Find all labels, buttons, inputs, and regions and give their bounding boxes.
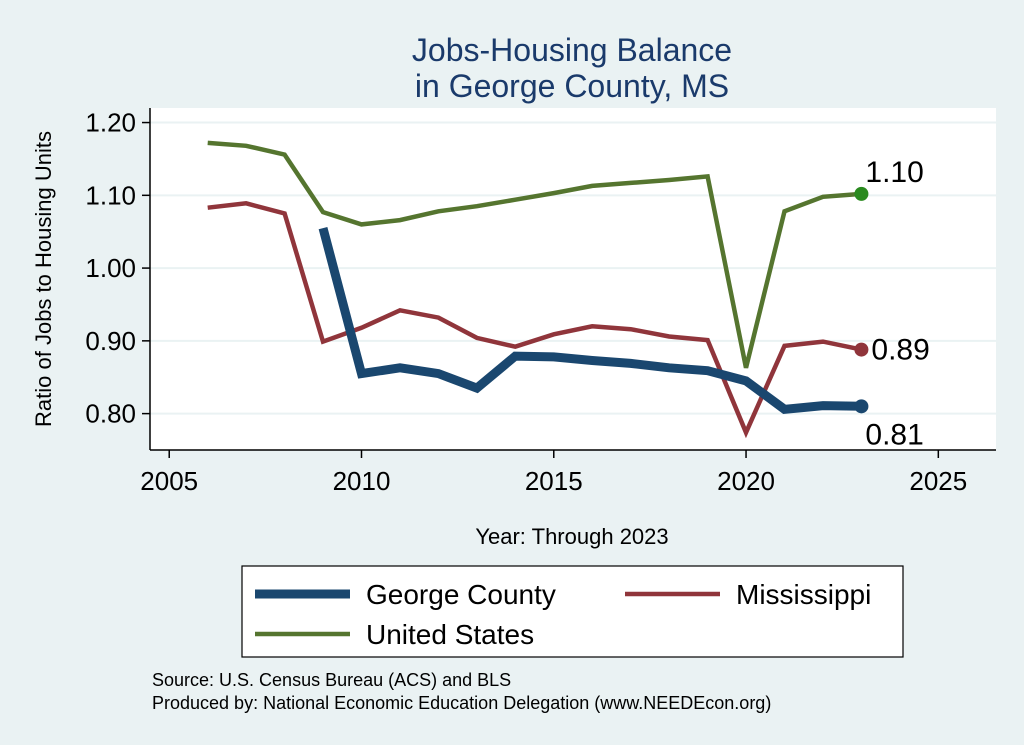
end-point-united-states (854, 186, 869, 201)
produced-by-note: Produced by: National Economic Education… (152, 693, 771, 713)
end-label-united-states: 1.10 (865, 156, 923, 189)
series-line-george-county (318, 226, 862, 414)
x-axis-ticks: 2005 2010 2015 2020 2025 (140, 450, 967, 496)
series-layer: 1.10 0.89 0.81 (207, 140, 930, 451)
y-tick-label: 0.90 (85, 326, 136, 356)
end-label-george-county: 0.81 (865, 418, 923, 451)
source-note: Source: U.S. Census Bureau (ACS) and BLS (152, 670, 511, 690)
y-tick-label: 1.10 (85, 180, 136, 210)
legend-label-united-states: United States (366, 619, 534, 650)
gridlines (150, 121, 996, 415)
x-tick-label: 2020 (717, 466, 775, 496)
y-tick-label: 0.80 (85, 399, 136, 429)
end-label-mississippi: 0.89 (871, 334, 929, 367)
x-tick-label: 2015 (525, 466, 583, 496)
legend-box (241, 565, 904, 658)
legend: George County Mississippi United States (255, 579, 871, 650)
x-tick-label: 2005 (140, 466, 198, 496)
chart-title: Jobs-Housing Balance (412, 32, 732, 68)
x-axis-label: Year: Through 2023 (475, 524, 668, 549)
legend-label-george-county: George County (366, 579, 556, 610)
series-line-united-states (207, 140, 862, 369)
series-line-mississippi (207, 201, 862, 439)
y-axis-label: Ratio of Jobs to Housing Units (31, 131, 56, 427)
y-tick-label: 1.00 (85, 253, 136, 283)
chart-subtitle: in George County, MS (415, 68, 729, 104)
end-point-mississippi (854, 342, 869, 357)
x-tick-label: 2010 (333, 466, 391, 496)
end-point-george-county (854, 399, 869, 414)
y-tick-label: 1.20 (85, 108, 136, 138)
legend-label-mississippi: Mississippi (736, 579, 871, 610)
x-tick-label: 2025 (909, 466, 967, 496)
y-axis-ticks: 0.80 0.90 1.00 1.10 1.20 (85, 108, 150, 429)
